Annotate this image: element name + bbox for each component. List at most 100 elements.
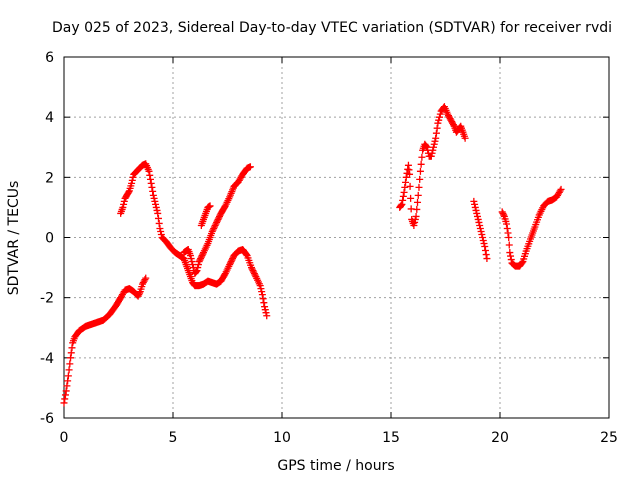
data-point: [229, 255, 237, 263]
data-point: [128, 179, 136, 187]
data-point: [432, 129, 440, 137]
data-point: [151, 197, 159, 205]
data-point: [146, 171, 154, 179]
data-point: [62, 387, 70, 395]
data-point: [199, 250, 207, 258]
data-point: [476, 224, 484, 232]
data-point: [481, 243, 489, 251]
data-point: [154, 209, 162, 217]
data-point: [119, 203, 127, 211]
grid-lines: [64, 57, 609, 418]
data-point: [188, 258, 196, 266]
data-point: [483, 255, 491, 263]
data-point: [423, 143, 431, 151]
data-point: [147, 179, 155, 187]
data-point: [406, 170, 414, 178]
y-tick-label: 4: [45, 110, 54, 126]
data-point: [430, 140, 438, 148]
data-point: [149, 191, 157, 199]
data-point: [433, 124, 441, 132]
data-point: [146, 175, 154, 183]
data-point: [445, 113, 453, 121]
data-point: [410, 221, 418, 229]
data-point: [210, 223, 218, 231]
data-point: [503, 224, 511, 232]
data-point: [215, 214, 223, 222]
data-point: [415, 183, 423, 191]
data-point: [477, 227, 485, 235]
data-point: [60, 399, 68, 407]
data-point: [476, 221, 484, 229]
data-point: [214, 215, 222, 223]
data-point: [262, 309, 270, 317]
x-tick-label: 10: [273, 430, 291, 446]
data-point: [449, 121, 457, 129]
data-point: [518, 259, 526, 267]
data-point: [256, 282, 264, 290]
data-point: [258, 291, 266, 299]
data-point: [435, 116, 443, 124]
data-point: [399, 192, 407, 200]
y-tick-label: 2: [45, 170, 54, 186]
data-point: [67, 354, 75, 362]
data-point: [402, 173, 410, 181]
data-point: [422, 142, 430, 150]
axis-ticks: 0 5 10 15 20 25 -6 -4 -2 0 2 4 6: [40, 50, 618, 446]
data-point: [416, 175, 424, 183]
data-point: [507, 256, 515, 264]
data-point: [196, 256, 204, 264]
y-tick-label: -4: [40, 351, 54, 367]
data-point: [148, 183, 156, 191]
data-point: [411, 215, 419, 223]
data-point: [480, 240, 488, 248]
data-point: [194, 261, 202, 269]
data-point: [259, 295, 267, 303]
data-point: [128, 176, 136, 184]
data-point: [263, 312, 271, 320]
data-point: [65, 366, 73, 374]
data-point: [499, 209, 507, 217]
data-point: [447, 116, 455, 124]
data-point: [68, 344, 76, 352]
data-point: [63, 382, 71, 390]
data-point: [154, 214, 162, 222]
data-point: [436, 110, 444, 118]
data-point: [61, 391, 69, 399]
data-point: [406, 182, 414, 190]
data-point: [413, 205, 421, 213]
data-point: [242, 251, 250, 259]
x-tick-label: 20: [491, 430, 509, 446]
data-point: [206, 202, 214, 210]
data-point: [129, 173, 137, 181]
data-point: [221, 203, 229, 211]
data-point: [479, 234, 487, 241]
data-point: [498, 208, 506, 216]
data-point: [427, 152, 435, 160]
data-point: [470, 197, 478, 205]
data-point: [209, 226, 217, 234]
data-point: [120, 197, 128, 205]
data-point: [556, 187, 564, 195]
data-point: [436, 113, 444, 121]
data-point: [67, 349, 75, 357]
data-point: [247, 264, 255, 272]
data-point: [503, 220, 511, 228]
data-point: [150, 194, 158, 202]
data-point: [473, 212, 481, 220]
data-point: [221, 271, 229, 279]
data-point: [448, 118, 456, 126]
data-point: [401, 183, 409, 191]
data-point: [246, 163, 254, 171]
data-point: [481, 247, 489, 255]
data-point: [475, 218, 483, 226]
data-point: [149, 187, 157, 195]
data-point: [152, 200, 160, 208]
data-point: [135, 291, 143, 299]
data-point: [257, 285, 265, 293]
data-point: [139, 279, 147, 287]
data-point: [134, 292, 142, 300]
data-point: [402, 178, 410, 186]
data-point: [155, 219, 163, 227]
data-point: [398, 200, 406, 208]
data-point: [251, 271, 259, 279]
